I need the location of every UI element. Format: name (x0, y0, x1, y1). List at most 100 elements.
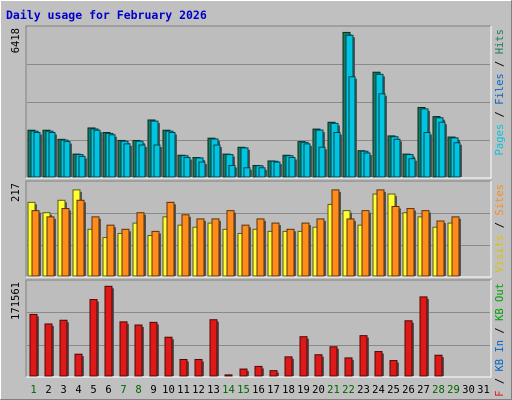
plot-border-dark-middle (25, 180, 491, 277)
pages-bar-29 (453, 142, 462, 178)
pages-bar-26 (408, 158, 417, 178)
kbf-bar-13 (209, 319, 219, 377)
kbf-bar-1 (29, 313, 39, 377)
legend-entry: Sites (494, 184, 506, 216)
legend-entry: KB Out (494, 283, 506, 321)
pages-bar-2 (48, 132, 57, 178)
kbf-bar-3-fill (59, 319, 68, 377)
x-tick-label-15: 15 (237, 384, 250, 396)
pages-bar-29-fill (453, 142, 461, 178)
pages-bar-27 (423, 132, 432, 178)
kbf-bar-28 (434, 354, 444, 377)
sites-bar-10-fill (166, 201, 175, 277)
pages-bar-12 (198, 161, 207, 178)
pages-bar-21-fill (333, 132, 341, 178)
sites-bar-27 (421, 210, 431, 277)
kbf-bar-8 (134, 324, 144, 377)
x-tick-label-10: 10 (162, 384, 175, 396)
pages-bar-4-fill (78, 155, 86, 178)
sites-bar-10 (166, 201, 176, 277)
x-tick-label-29: 29 (447, 384, 460, 396)
kbf-bar-10-fill (164, 336, 173, 377)
x-axis-labels: 1 2 3 4 5 6 7 8 9 10 11 12 13 14 15 16 17 18 19 20 21 22 23 24 2… (30, 384, 489, 396)
sites-bar-3 (61, 208, 71, 277)
x-tick-label-13: 13 (207, 384, 220, 396)
kbf-bar-16 (254, 365, 264, 377)
ymax-label-top: 6418 (10, 28, 22, 53)
pages-bar-1-fill (33, 132, 41, 178)
kbf-bar-25-fill (389, 360, 398, 377)
kbf-bar-27 (419, 296, 429, 377)
ymax-label-middle: 217 (10, 183, 22, 202)
sites-bar-21 (331, 189, 341, 277)
kbf-bar-7 (119, 321, 129, 377)
legend-middle: Visits / Sites (494, 184, 506, 273)
sites-bar-17 (271, 222, 281, 277)
kbf-bar-26-fill (404, 320, 413, 377)
legend-entry: Hits (494, 29, 506, 54)
kbf-bar-4 (74, 353, 84, 377)
pages-bar-7 (123, 143, 132, 178)
kbf-bar-9-fill (149, 321, 158, 377)
legend-entry: KB F (494, 390, 506, 400)
pages-bar-25 (393, 138, 402, 178)
sites-bar-2 (46, 216, 56, 277)
sites-bar-25 (391, 205, 401, 277)
sites-bar-20 (316, 218, 326, 277)
kbf-bar-12 (194, 358, 204, 377)
pages-bar-18 (288, 157, 297, 178)
pages-bar-15-fill (243, 167, 251, 178)
pages-bar-13-fill (213, 144, 221, 178)
pages-bar-14 (228, 164, 237, 178)
pages-bar-20-fill (318, 146, 326, 178)
sites-bar-5-fill (91, 216, 100, 277)
kbf-bar-6 (104, 285, 114, 377)
plot-border-dark-top (25, 25, 491, 178)
kbf-bar-22 (344, 357, 354, 377)
pages-bar-5-fill (93, 129, 101, 178)
sites-bar-2-fill (46, 216, 55, 277)
legend-entry: Visits (494, 235, 506, 273)
bars-middle (27, 189, 461, 277)
kbf-bar-23-fill (359, 335, 368, 377)
plot-border-light-top (26, 26, 492, 179)
sites-bar-29 (451, 216, 461, 277)
sites-bar-28 (436, 220, 446, 277)
x-tick-label-31: 31 (477, 384, 490, 396)
pages-bar-19-fill (303, 143, 311, 178)
pages-bar-17-fill (273, 161, 281, 178)
pages-bar-13 (213, 144, 222, 178)
pages-bar-11 (183, 157, 192, 178)
kbf-bar-15 (239, 368, 249, 377)
ymax-label-bottom: 171561 (10, 282, 22, 320)
sites-bar-4-fill (76, 199, 85, 277)
plot-border-light-middle (26, 181, 492, 278)
pages-bar-1 (33, 132, 42, 178)
pages-bar-5 (93, 129, 102, 178)
sites-bar-26 (406, 208, 416, 277)
sites-bar-21-fill (331, 189, 340, 277)
kbf-bar-4-fill (74, 353, 83, 377)
x-tick-label-14: 14 (222, 384, 235, 396)
sites-bar-6 (106, 224, 116, 277)
sites-bar-18 (286, 228, 296, 277)
pages-bar-19 (303, 143, 312, 178)
sites-bar-27-fill (421, 210, 430, 277)
panel-bottom: 171561KB F / KB In / KB Out (10, 279, 506, 400)
sites-bar-3-fill (61, 208, 70, 277)
kbf-bar-16-fill (254, 365, 263, 377)
x-tick-label-17: 17 (267, 384, 280, 396)
kbf-bar-22-fill (344, 357, 353, 377)
x-tick-label-8: 8 (135, 384, 141, 396)
pages-bar-14-fill (228, 164, 236, 178)
chart-title: Daily usage for February 2026 (6, 8, 207, 22)
kbf-bar-5-fill (89, 299, 98, 377)
kbf-bar-2 (44, 323, 54, 377)
sites-bar-23-fill (361, 210, 370, 277)
kbf-bar-27-fill (419, 296, 428, 377)
pages-bar-17 (273, 161, 282, 178)
plot-border-light-bottom (26, 280, 492, 378)
sites-bar-19 (301, 222, 311, 277)
kbf-bar-12-fill (194, 358, 203, 377)
